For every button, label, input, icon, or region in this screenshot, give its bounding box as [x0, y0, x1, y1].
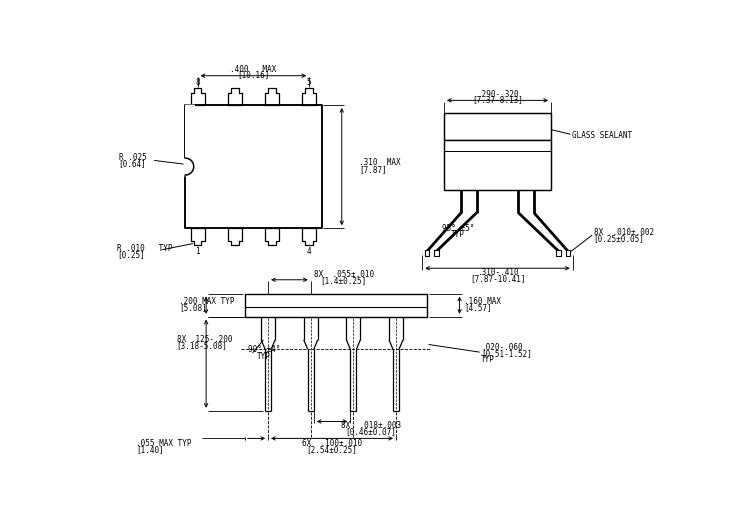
Text: 8X  .010±.002: 8X .010±.002 — [594, 228, 654, 236]
Text: [0.25]: [0.25] — [117, 250, 145, 259]
Text: [0.46±0.07]: [0.46±0.07] — [345, 427, 396, 436]
Text: TYP: TYP — [257, 351, 272, 361]
Text: [7.87-10.41]: [7.87-10.41] — [470, 275, 525, 283]
Text: .200 MAX TYP: .200 MAX TYP — [179, 297, 235, 306]
Text: .160 MAX: .160 MAX — [464, 297, 501, 306]
Text: 6X  .100±.010: 6X .100±.010 — [302, 440, 362, 448]
Bar — [244, 294, 427, 317]
Text: GLASS SEALANT: GLASS SEALANT — [572, 132, 632, 140]
Text: 8X .125-.200: 8X .125-.200 — [177, 335, 232, 345]
Text: .310  MAX: .310 MAX — [358, 158, 401, 167]
Text: [4.57]: [4.57] — [464, 303, 492, 312]
Bar — [444, 113, 551, 140]
Text: [7.37-8.13]: [7.37-8.13] — [472, 95, 523, 104]
Text: TYP: TYP — [482, 355, 495, 364]
Bar — [556, 250, 561, 256]
Text: 1: 1 — [195, 247, 200, 256]
Text: .310-.410: .310-.410 — [477, 268, 518, 277]
Text: R .010   TYP: R .010 TYP — [117, 244, 172, 253]
Text: 8: 8 — [195, 78, 200, 87]
Text: [3.18-5.08]: [3.18-5.08] — [177, 341, 227, 350]
Text: 90° ±4°: 90° ±4° — [248, 346, 280, 354]
Bar — [424, 250, 429, 256]
Text: TYP: TYP — [451, 230, 465, 239]
Text: [1.4±0.25]: [1.4±0.25] — [320, 276, 367, 285]
Bar — [434, 250, 439, 256]
Text: R .025: R .025 — [118, 153, 146, 162]
Text: 8X  .018±.003: 8X .018±.003 — [340, 421, 400, 430]
Text: [5.08]: [5.08] — [179, 303, 207, 312]
Text: .290-.320: .290-.320 — [477, 90, 518, 99]
Text: [10.16]: [10.16] — [237, 70, 269, 79]
Text: [0.64]: [0.64] — [118, 159, 146, 168]
Text: 8X  .055±.010: 8X .055±.010 — [314, 270, 374, 279]
Text: [0.51-1.52]: [0.51-1.52] — [482, 349, 532, 358]
Text: .400   MAX: .400 MAX — [230, 65, 277, 74]
Text: [7.87]: [7.87] — [358, 165, 386, 174]
Text: 5: 5 — [307, 78, 311, 87]
Bar — [444, 140, 551, 189]
FancyBboxPatch shape — [185, 105, 322, 228]
Text: 4: 4 — [307, 247, 311, 256]
Text: .020-.060: .020-.060 — [482, 343, 523, 352]
Text: 95° ±5°: 95° ±5° — [442, 224, 474, 233]
Text: [1.40]: [1.40] — [136, 445, 164, 455]
Text: [2.54±0.25]: [2.54±0.25] — [307, 445, 358, 455]
Text: [0.25±0.05]: [0.25±0.05] — [594, 234, 644, 243]
Bar — [566, 250, 570, 256]
Text: .055 MAX TYP: .055 MAX TYP — [136, 440, 192, 448]
